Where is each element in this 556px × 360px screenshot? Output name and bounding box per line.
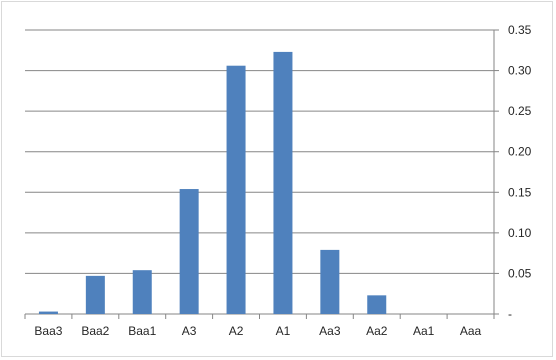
bar-aa2 <box>367 295 387 314</box>
bar-a1 <box>273 51 293 315</box>
x-tick-label: Baa1 <box>128 324 156 338</box>
y-tick-label: 0.10 <box>508 226 532 240</box>
x-tick-label: A3 <box>182 324 197 338</box>
x-tick-label: A2 <box>229 324 244 338</box>
y-tick-label: - <box>508 307 512 321</box>
y-tick-label: 0.30 <box>508 64 532 78</box>
y-tick-label: 0.15 <box>508 185 532 199</box>
bar-a2 <box>226 65 246 315</box>
bar-aa3 <box>320 249 340 314</box>
x-tick-label: A1 <box>276 324 291 338</box>
bar-baa1 <box>132 270 152 314</box>
bar-a3 <box>179 189 199 314</box>
x-tick-label: Baa2 <box>81 324 109 338</box>
bar-baa3 <box>38 311 58 314</box>
x-tick-label: Aa2 <box>366 324 388 338</box>
x-tick-label: Aa3 <box>319 324 341 338</box>
y-tick-label: 0.20 <box>508 145 532 159</box>
y-tick-label: 0.35 <box>508 23 532 37</box>
y-tick-label: 0.25 <box>508 104 532 118</box>
x-tick-label: Aa1 <box>413 324 435 338</box>
x-tick-label: Aaa <box>460 324 482 338</box>
y-tick-label: 0.05 <box>508 266 532 280</box>
x-tick-label: Baa3 <box>34 324 62 338</box>
bar-baa2 <box>85 275 105 314</box>
